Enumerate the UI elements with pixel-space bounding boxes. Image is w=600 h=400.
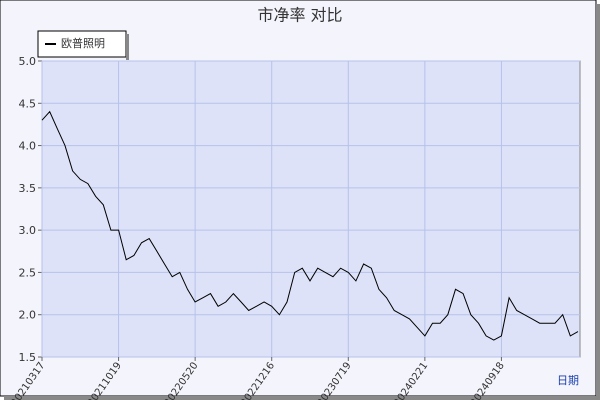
- y-tick-label: 4.5: [19, 97, 37, 110]
- y-tick-label: 4.0: [19, 140, 37, 153]
- x-axis-label: 日期: [557, 374, 579, 387]
- y-tick-label: 3.5: [19, 182, 37, 195]
- y-tick-label: 2.5: [19, 266, 37, 279]
- shadow: [596, 4, 600, 400]
- legend-shadow: [126, 34, 129, 60]
- series-line: [41, 110, 579, 341]
- legend-label: 欧普照明: [61, 36, 105, 50]
- shadow: [4, 396, 600, 400]
- y-tick-label: 2.0: [19, 309, 37, 322]
- plot-area: [41, 60, 581, 358]
- y-tick-label: 1.5: [19, 351, 37, 364]
- y-tick-label: 3.0: [19, 224, 37, 237]
- chart-title: 市净率 对比: [257, 6, 342, 25]
- y-tick-label: 5.0: [19, 55, 37, 68]
